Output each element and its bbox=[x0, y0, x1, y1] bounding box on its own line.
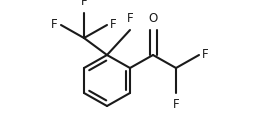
Text: F: F bbox=[202, 49, 209, 61]
Text: F: F bbox=[110, 18, 117, 32]
Text: F: F bbox=[51, 18, 58, 32]
Text: F: F bbox=[173, 98, 179, 111]
Text: F: F bbox=[81, 0, 87, 8]
Text: F: F bbox=[127, 12, 133, 25]
Text: O: O bbox=[148, 12, 158, 25]
